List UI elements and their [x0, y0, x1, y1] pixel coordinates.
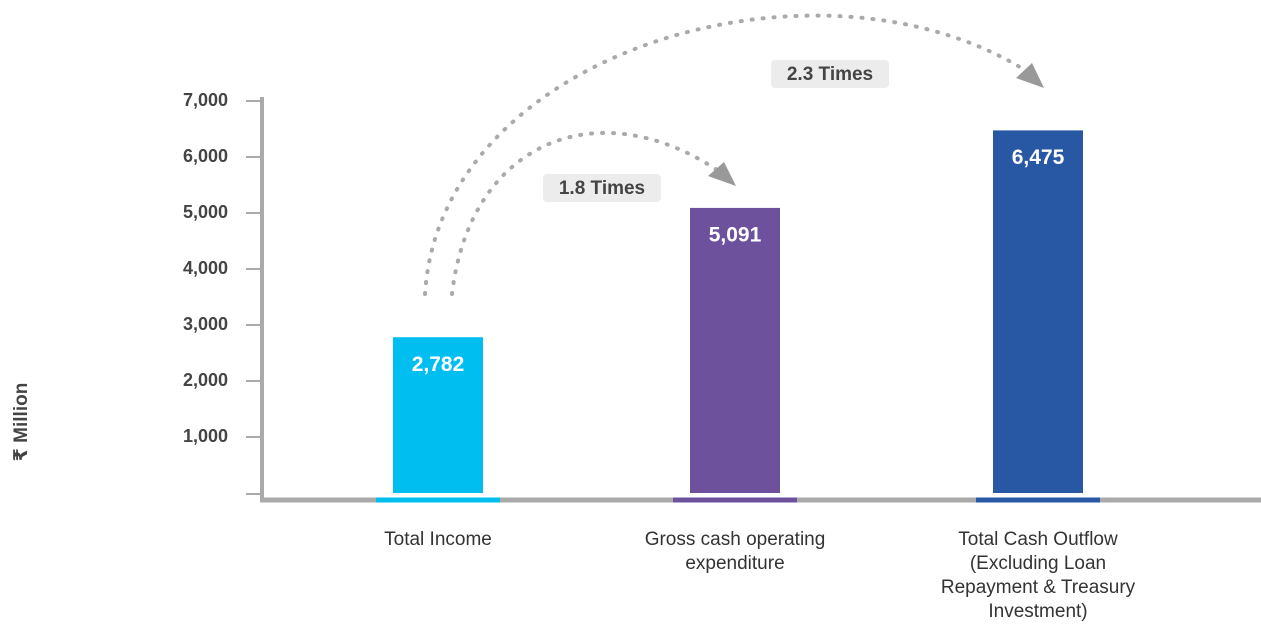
annotation-box: [771, 60, 889, 88]
bar: [393, 337, 483, 493]
y-tick-label: 1,000: [183, 426, 228, 446]
data-label: 5,091: [709, 223, 762, 246]
arc-inner: [450, 130, 722, 296]
arrow-head: [1016, 63, 1044, 88]
y-tick-label: 7,000: [183, 90, 228, 110]
x-tick-label: Total Cash Outflow (Excluding Loan Repay…: [940, 529, 1136, 622]
y-tick-label: 5,000: [183, 202, 228, 222]
x-tick-label: Total Income: [384, 529, 492, 550]
data-label: 2,782: [412, 353, 465, 376]
arcs: [423, 13, 1030, 296]
bar: [690, 207, 780, 494]
y-tick-label: 3,000: [183, 314, 228, 334]
y-axis-label: ₹ Million: [11, 383, 32, 462]
x-tick-label: Gross cash operating expenditure: [644, 529, 826, 574]
annotation-box: [543, 174, 661, 202]
annotation: 1.8 Times: [559, 178, 645, 199]
y-tick-label: 2,000: [183, 370, 228, 390]
arc-outer: [423, 13, 1030, 296]
y-tick-label: 4,000: [183, 258, 228, 278]
arrow-head: [708, 162, 736, 186]
annotation: 2.3 Times: [787, 64, 873, 85]
data-label: 6,475: [1012, 146, 1065, 169]
y-tick-label: 6,000: [183, 146, 228, 166]
bar: [993, 130, 1083, 493]
